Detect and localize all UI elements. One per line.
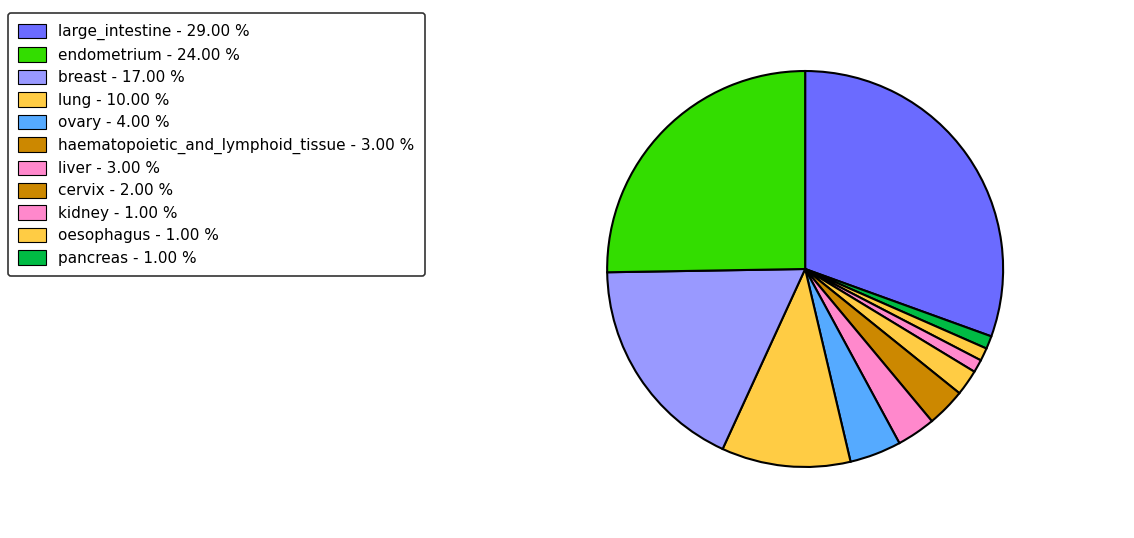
Wedge shape bbox=[805, 269, 932, 443]
Wedge shape bbox=[607, 71, 805, 272]
Wedge shape bbox=[805, 269, 987, 360]
Wedge shape bbox=[607, 269, 805, 449]
Legend: large_intestine - 29.00 %, endometrium - 24.00 %, breast - 17.00 %, lung - 10.00: large_intestine - 29.00 %, endometrium -… bbox=[8, 13, 425, 277]
Wedge shape bbox=[805, 269, 991, 349]
Wedge shape bbox=[805, 269, 959, 421]
Wedge shape bbox=[805, 71, 1004, 336]
Wedge shape bbox=[805, 269, 981, 372]
Wedge shape bbox=[805, 269, 899, 462]
Wedge shape bbox=[805, 269, 974, 393]
Wedge shape bbox=[722, 269, 850, 467]
